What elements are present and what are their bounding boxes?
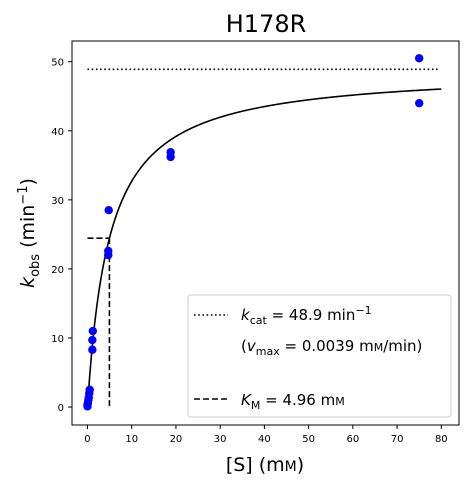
y-tick-label: 10 (51, 334, 64, 345)
x-tick-label: 50 (302, 434, 315, 445)
x-tick-label: 70 (391, 434, 404, 445)
data-point (85, 385, 94, 394)
x-axis-label: [S] (mM) (226, 454, 304, 476)
plot-frame (71, 40, 460, 426)
x-tick-label: 40 (258, 434, 271, 445)
y-axis-label: kobs (min−1) (16, 178, 43, 288)
legend-box (187, 294, 452, 418)
y-axis-ticks: 0 10 20 30 40 50 (51, 58, 72, 414)
x-tick-label: 0 (84, 434, 90, 445)
chart-title: H178R (226, 10, 307, 38)
data-points (83, 54, 424, 411)
legend-vmax-label: (vmax = 0.0039 mM/min) (241, 337, 422, 358)
y-tick-label: 40 (51, 127, 64, 138)
x-tick-label: 10 (125, 434, 138, 445)
data-point (104, 246, 113, 256)
x-tick-label: 20 (170, 434, 183, 445)
y-tick-label: 0 (58, 403, 64, 414)
data-point (88, 326, 97, 336)
data-point (88, 345, 97, 354)
data-point (88, 335, 97, 345)
data-point (166, 147, 175, 157)
y-tick-label: 50 (51, 58, 64, 69)
x-tick-label: 80 (435, 434, 448, 445)
x-axis-ticks: 0 10 20 30 40 50 60 70 80 (84, 425, 448, 445)
legend-km-label: KM = 4.96 mM (241, 391, 345, 412)
y-tick-label: 20 (51, 265, 64, 276)
chart-lines (86, 68, 442, 408)
y-tick-label: 30 (51, 196, 64, 207)
data-point (104, 206, 113, 215)
data-point (414, 98, 424, 108)
data-point (414, 54, 424, 63)
fit-curve (86, 88, 442, 408)
legend-kcat-label: kcat = 48.9 min−1 (241, 304, 372, 327)
legend: kcat = 48.9 min−1 (vmax = 0.0039 mM/min)… (187, 294, 452, 418)
x-tick-label: 30 (214, 434, 227, 445)
x-tick-label: 60 (346, 434, 359, 445)
